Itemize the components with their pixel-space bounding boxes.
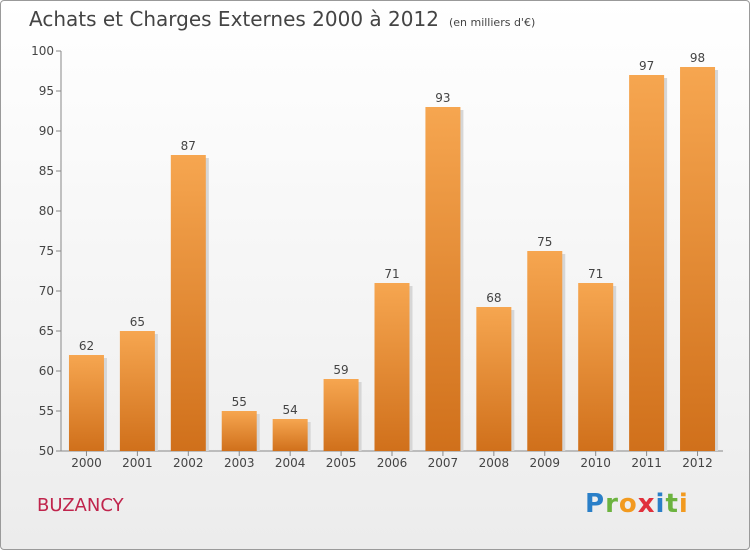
data-label: 97 — [639, 59, 654, 73]
x-tick-label: 2003 — [224, 456, 255, 470]
logo-letter: i — [678, 489, 689, 519]
logo-letter: o — [618, 489, 638, 519]
x-tick-label: 2001 — [122, 456, 153, 470]
proxiti-logo: Proxiti — [585, 489, 689, 519]
x-tick-label: 2002 — [173, 456, 204, 470]
y-tick-label: 60 — [39, 364, 54, 378]
data-label: 62 — [79, 339, 94, 353]
logo-letter: i — [655, 489, 666, 519]
bar — [476, 307, 512, 451]
bar — [680, 67, 716, 451]
data-label: 71 — [588, 267, 603, 281]
x-tick-label: 2008 — [479, 456, 510, 470]
bar — [323, 379, 359, 451]
data-label: 68 — [486, 291, 501, 305]
x-tick-label: 2006 — [377, 456, 408, 470]
data-label: 71 — [384, 267, 399, 281]
bar — [374, 283, 410, 451]
x-tick-label: 2011 — [631, 456, 662, 470]
x-tick-label: 2004 — [275, 456, 306, 470]
x-tick-label: 2010 — [580, 456, 611, 470]
data-label: 98 — [690, 51, 705, 65]
data-label: 75 — [537, 235, 552, 249]
data-label: 65 — [130, 315, 145, 329]
bar — [527, 251, 563, 451]
bar — [629, 75, 665, 451]
y-tick-label: 90 — [39, 124, 54, 138]
bar — [170, 155, 206, 451]
y-tick-label: 95 — [39, 84, 54, 98]
chart-subtitle: (en milliers d'€) — [448, 16, 536, 29]
logo-letter: P — [585, 489, 606, 519]
y-tick-label: 50 — [39, 444, 54, 458]
bar — [119, 331, 155, 451]
y-tick-label: 55 — [39, 404, 54, 418]
logo-letter: t — [665, 489, 679, 519]
logo-letter: x — [637, 489, 656, 519]
data-label: 59 — [333, 363, 348, 377]
x-tick-label: 2007 — [428, 456, 459, 470]
logo-letter: r — [605, 489, 619, 519]
chart-title: Achats et Charges Externes 2000 à 2012 (e… — [29, 7, 535, 31]
x-tick-label: 2000 — [71, 456, 102, 470]
bar — [425, 107, 461, 451]
x-tick-label: 2012 — [682, 456, 713, 470]
data-label: 87 — [181, 139, 196, 153]
y-tick-label: 75 — [39, 244, 54, 258]
bar — [272, 419, 308, 451]
y-tick-label: 85 — [39, 164, 54, 178]
y-tick-label: 100 — [31, 44, 54, 58]
place-name: BUZANCY — [37, 495, 124, 516]
bar — [578, 283, 614, 451]
bar — [221, 411, 257, 451]
y-tick-label: 80 — [39, 204, 54, 218]
data-label: 55 — [232, 395, 247, 409]
y-tick-label: 65 — [39, 324, 54, 338]
data-label: 54 — [283, 403, 298, 417]
bar — [68, 355, 104, 451]
x-tick-label: 2005 — [326, 456, 357, 470]
data-label: 93 — [435, 91, 450, 105]
x-tick-label: 2009 — [529, 456, 560, 470]
chart-title-text: Achats et Charges Externes 2000 à 2012 — [29, 7, 439, 31]
y-tick-label: 70 — [39, 284, 54, 298]
